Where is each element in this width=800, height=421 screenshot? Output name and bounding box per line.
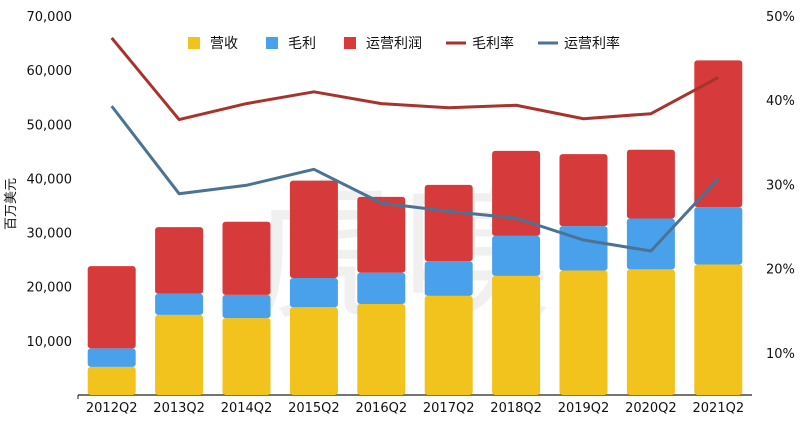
bar-segment [626,269,675,395]
legend-label: 营收 [210,36,238,52]
bar-segment [87,348,136,367]
y-tick-label: 10,000 [27,335,73,350]
x-tick-label: 2013Q2 [153,401,205,416]
y2-tick-label: 20% [766,263,795,278]
bar-segment [222,294,271,319]
bar-segment [87,366,136,395]
x-tick-label: 2014Q2 [221,401,273,416]
y-tick-label: 50,000 [27,118,73,133]
bar-segment [559,226,608,271]
bar-segment [289,278,338,308]
bar-segment [694,60,743,208]
y2-tick-label: 50% [766,10,795,25]
bar-segment [357,304,406,395]
y2-tick-label: 40% [766,94,795,109]
line-series [110,105,720,253]
x-tick-label: 2021Q2 [693,401,745,416]
legend-swatch [344,37,356,49]
x-tick-label: 2016Q2 [356,401,408,416]
y-tick-label: 20,000 [27,281,73,296]
bar-segment [222,318,271,395]
x-tick-label: 2015Q2 [288,401,340,416]
x-tick-label: 2018Q2 [490,401,542,416]
bar-segment [626,218,675,270]
legend-label: 毛利 [288,36,316,52]
bar-segment [424,184,473,262]
y-axis-title: 百万美元 [4,178,19,230]
bar-segment [289,180,338,279]
bar-segment [559,270,608,395]
y2-tick-label: 30% [766,178,795,193]
x-tick-label: 2020Q2 [625,401,677,416]
bar-segment [559,154,608,227]
line-series [110,36,720,122]
bar-segment [626,149,675,219]
bar-segment [357,272,406,305]
bar-segment [492,235,541,276]
legend-label: 毛利率 [472,35,514,52]
legend-label: 运营利润 [366,36,422,52]
bar-segment [694,264,743,395]
bar-segment [424,261,473,296]
bar-segment [87,266,136,349]
y2-tick-label: 10% [766,347,795,362]
bar-segment [222,221,271,295]
x-tick-label: 2019Q2 [558,401,610,416]
bar-segment [289,307,338,395]
bar-segment [694,207,743,265]
legend-label: 运营利率 [564,35,620,52]
bar-segment [155,293,204,315]
bar-segment [492,275,541,395]
bar-segment [155,314,204,395]
x-tick-label: 2012Q2 [86,401,138,416]
bar-segment [424,295,473,395]
bar-segment [155,227,204,294]
y-tick-label: 40,000 [27,172,73,187]
legend-swatch [266,37,278,49]
y-tick-label: 30,000 [27,227,73,242]
x-tick-label: 2017Q2 [423,401,475,416]
y-tick-label: 70,000 [27,10,73,25]
bar-segment [492,150,541,236]
bar-segment [357,196,406,273]
y-tick-label: 60,000 [27,64,73,79]
legend-swatch [188,37,200,49]
